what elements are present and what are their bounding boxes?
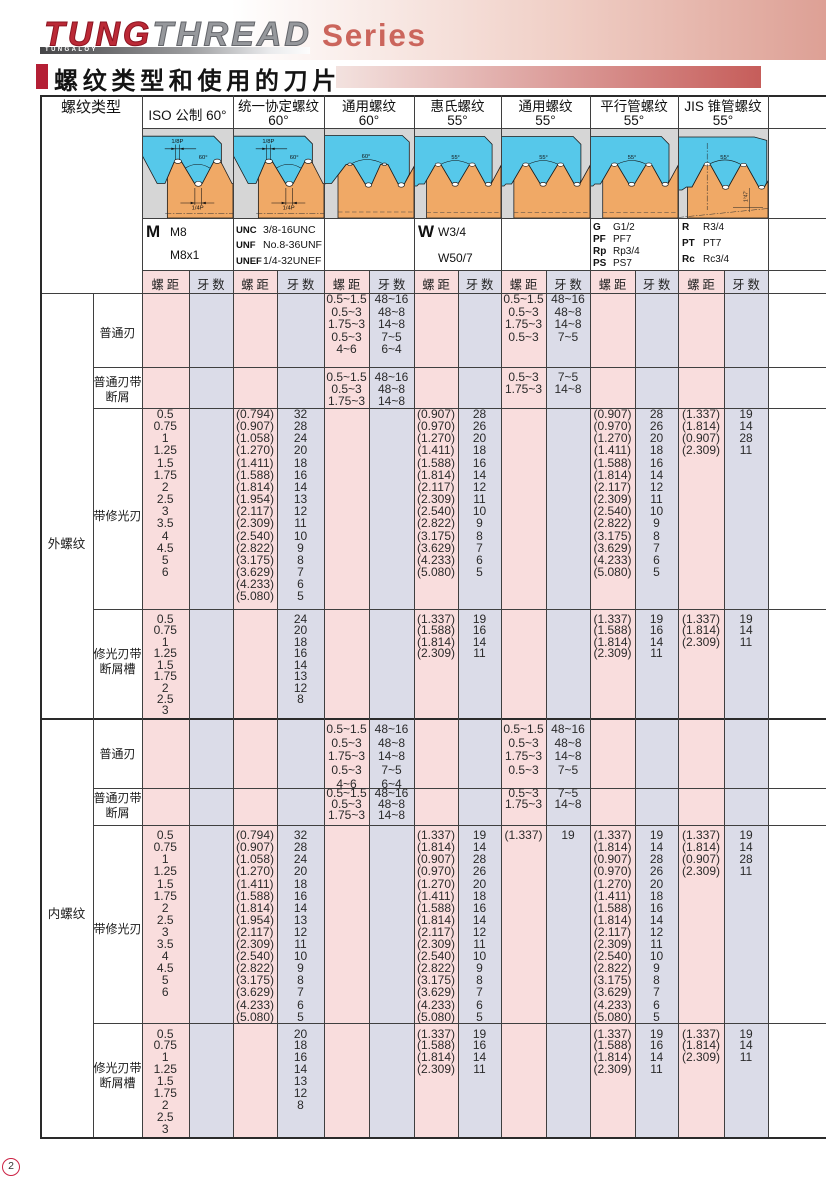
svg-text:1/8P: 1/8P (171, 139, 183, 145)
svg-text:55°: 55° (451, 155, 459, 161)
svg-text:55°: 55° (628, 155, 637, 161)
svg-text:1/8P: 1/8P (262, 139, 274, 145)
svg-text:60°: 60° (290, 155, 299, 161)
svg-text:55°: 55° (720, 155, 729, 161)
svg-text:1/4P: 1/4P (192, 206, 204, 212)
svg-text:55°: 55° (539, 155, 548, 161)
svg-text:1/4P: 1/4P (283, 206, 295, 212)
svg-text:1°47': 1°47' (744, 191, 750, 202)
svg-text:60°: 60° (199, 155, 208, 161)
svg-text:60°: 60° (362, 154, 371, 160)
